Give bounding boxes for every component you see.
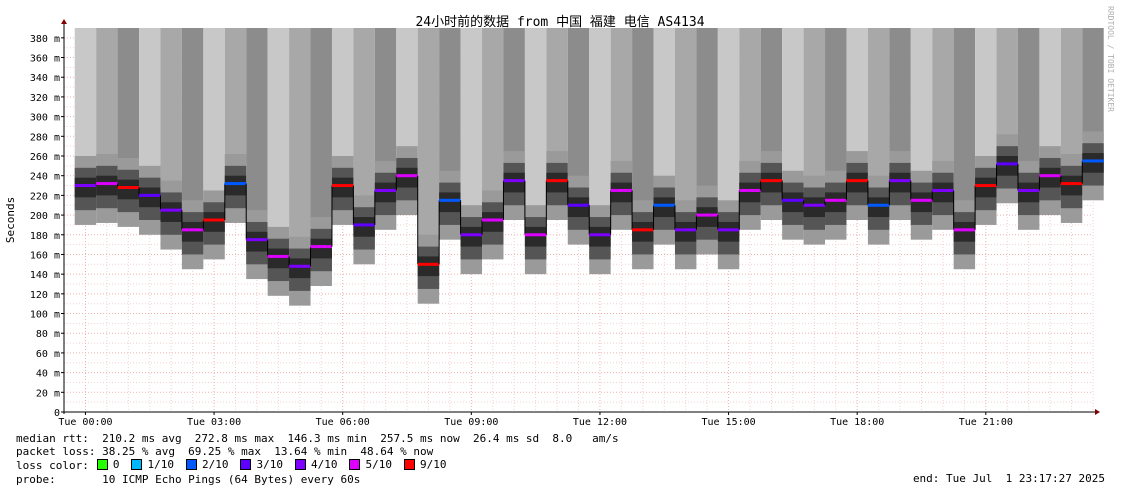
legend-entry: 4/10 — [294, 458, 338, 471]
y-tick-label: 180 m — [30, 231, 60, 242]
chart-title: 24小时前的数据 from 中国 福建 电信 AS4134 — [415, 14, 704, 30]
x-tick-label: Tue 18:00 — [830, 417, 884, 428]
smoke-bands — [74, 28, 1104, 306]
legend-entry: 0 — [96, 458, 120, 471]
x-tick-label: Tue 06:00 — [316, 417, 370, 428]
y-tick-label: 380 m — [30, 34, 60, 45]
legend-entry: 2/10 — [185, 458, 229, 471]
y-tick-label: 240 m — [30, 172, 60, 183]
y-tick-label: 40 m — [36, 369, 60, 380]
y-tick-label: 200 m — [30, 211, 60, 222]
x-tick-label: Tue 00:00 — [58, 417, 112, 428]
y-tick-label: 280 m — [30, 132, 60, 143]
smokeping-chart: 0 20 m 40 m 60 m 80 m 100 m 120 m 140 m 160 m 180… — [4, 6, 1115, 428]
y-tick-label: 20 m — [36, 388, 60, 399]
legend-entry: 9/10 — [403, 458, 447, 471]
legend-swatch — [349, 459, 361, 470]
loss-color-legend: loss color: 0 1/10 2/10 3/10 4/10 5/10 9/10 — [16, 458, 458, 473]
y-tick-label: 360 m — [30, 54, 60, 65]
y-tick-label: 60 m — [36, 349, 60, 360]
x-tick-label: Tue 15:00 — [701, 417, 755, 428]
legend-entry: 1/10 — [131, 458, 174, 471]
legend-label: 1/10 — [147, 458, 174, 471]
legend-entry: 5/10 — [349, 458, 392, 471]
probe-info: probe: 10 ICMP Echo Pings (64 Bytes) eve… — [16, 473, 361, 486]
x-tick-labels: Tue 00:00 Tue 03:00 Tue 06:00 Tue 09:00 Tue … — [58, 412, 1013, 428]
legend-label: 9/10 — [419, 458, 447, 471]
y-tick-label: 0 — [54, 408, 60, 419]
y-tick-label: 260 m — [30, 152, 60, 163]
legend-label: 5/10 — [365, 458, 392, 471]
x-tick-label: Tue 21:00 — [959, 417, 1013, 428]
y-tick-label: 80 m — [36, 329, 60, 340]
watermark: RRDTOOL / TOBI OETIKER — [1106, 6, 1115, 112]
loss-color-label: loss color: — [16, 459, 89, 472]
legend-swatch — [240, 459, 252, 470]
legend-label: 3/10 — [256, 458, 283, 471]
legend-items: 0 1/10 2/10 3/10 4/10 5/10 9/10 — [96, 458, 459, 473]
median-line — [74, 159, 1104, 268]
x-tick-label: Tue 09:00 — [444, 417, 498, 428]
axes — [61, 19, 1100, 415]
y-tick-label: 220 m — [30, 191, 60, 202]
legend-label: 0 — [112, 458, 120, 471]
y-tick-label: 320 m — [30, 93, 60, 104]
legend-swatch — [131, 459, 143, 470]
x-tick-label: Tue 03:00 — [187, 417, 241, 428]
x-tick-label: Tue 12:00 — [573, 417, 627, 428]
legend-swatch — [294, 459, 306, 470]
legend-swatch — [185, 459, 197, 470]
median-rtt-stats: median rtt: 210.2 ms avg 272.8 ms max 14… — [16, 432, 619, 445]
y-tick-label: 100 m — [30, 310, 60, 321]
y-tick-label: 120 m — [30, 290, 60, 301]
legend-label: 4/10 — [310, 458, 338, 471]
y-axis-label: Seconds — [4, 197, 17, 243]
legend-swatch — [403, 459, 415, 470]
legend-swatch — [96, 459, 108, 470]
end-time: end: Tue Jul 1 23:17:27 2025 — [912, 472, 1105, 485]
legend-entry: 3/10 — [240, 458, 283, 471]
legend-label: 2/10 — [201, 458, 229, 471]
y-tick-labels: 0 20 m 40 m 60 m 80 m 100 m 120 m 140 m 160 m 180… — [30, 34, 64, 419]
y-tick-label: 340 m — [30, 73, 60, 84]
y-tick-label: 140 m — [30, 270, 60, 281]
y-tick-label: 300 m — [30, 113, 60, 124]
y-tick-label: 160 m — [30, 250, 60, 261]
packet-loss-stats: packet loss: 38.25 % avg 69.25 % max 13.… — [16, 445, 434, 458]
